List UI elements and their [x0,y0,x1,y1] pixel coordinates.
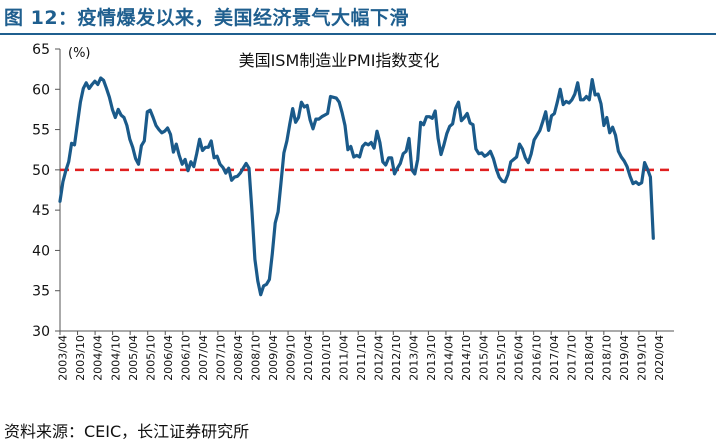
chart-title: 美国ISM制造业PMI指数变化 [239,51,440,70]
x-tick-label: 2003/04 [57,335,70,381]
x-tick-label: 2009/04 [267,335,280,381]
x-tick-label: 2007/04 [197,335,210,381]
x-tick-label: 2020/04 [653,335,666,381]
x-tick-label: 2019/10 [636,335,649,381]
y-axis: 30 35 40 45 50 55 60 65 [32,42,61,340]
x-tick-label: 2016/10 [530,335,543,381]
x-tick-label: 2004/04 [92,335,105,381]
x-tick-label: 2011/04 [337,335,350,381]
y-tick-label: 45 [32,203,50,219]
x-tick-label: 2019/04 [618,335,631,381]
x-tick-label: 2015/04 [478,335,491,381]
source-note: 资料来源：CEIC，长江证券研究所 [4,422,250,441]
x-tick-label: 2009/10 [285,335,298,381]
y-tick-label: 35 [32,284,50,300]
x-tick-label: 2006/04 [162,335,175,381]
x-tick-label: 2013/04 [407,335,420,381]
x-tick-label: 2014/10 [460,335,473,381]
x-tick-label: 2017/10 [565,335,578,381]
x-tick-label: 2012/04 [372,335,385,381]
x-tick-label: 2005/10 [144,335,157,381]
x-tick-label: 2010/10 [320,335,333,381]
x-tick-label: 2014/04 [443,335,456,381]
x-tick-label: 2010/04 [302,335,315,381]
y-tick-label: 30 [32,324,50,340]
x-tick-label: 2006/10 [179,335,192,381]
title-rule [0,33,716,35]
y-tick-label: 60 [32,82,50,98]
x-tick-label: 2008/04 [232,335,245,381]
x-tick-label: 2016/04 [513,335,526,381]
y-tick-label: 40 [32,243,50,259]
figure-title: 图 12：疫情爆发以来，美国经济景气大幅下滑 [4,7,410,29]
x-axis: 2003/04 2003/10 2004/04 2004/10 2005/04 2005/… [57,330,674,381]
x-tick-label: 2013/10 [425,335,438,381]
x-tick-label: 2005/04 [127,335,140,381]
x-tick-label: 2018/10 [600,335,613,381]
x-tick-label: 2012/10 [390,335,403,381]
x-tick-label: 2007/10 [215,335,228,381]
y-tick-label: 55 [32,123,50,139]
pmi-series-line [58,76,655,297]
x-tick-label: 2017/04 [548,335,561,381]
y-tick-label: 50 [32,163,50,179]
y-tick-label: 65 [32,42,50,58]
x-tick-label: 2015/10 [495,335,508,381]
x-tick-label: 2003/10 [74,335,87,381]
chart: 30 35 40 45 50 55 60 65 2003/04 2003/10 2004/04 20… [0,36,716,416]
x-tick-label: 2008/10 [250,335,263,381]
x-tick-label: 2004/10 [109,335,122,381]
x-tick-label: 2018/04 [583,335,596,381]
y-axis-unit-label: (%) [68,46,91,61]
x-tick-label: 2011/10 [355,335,368,381]
